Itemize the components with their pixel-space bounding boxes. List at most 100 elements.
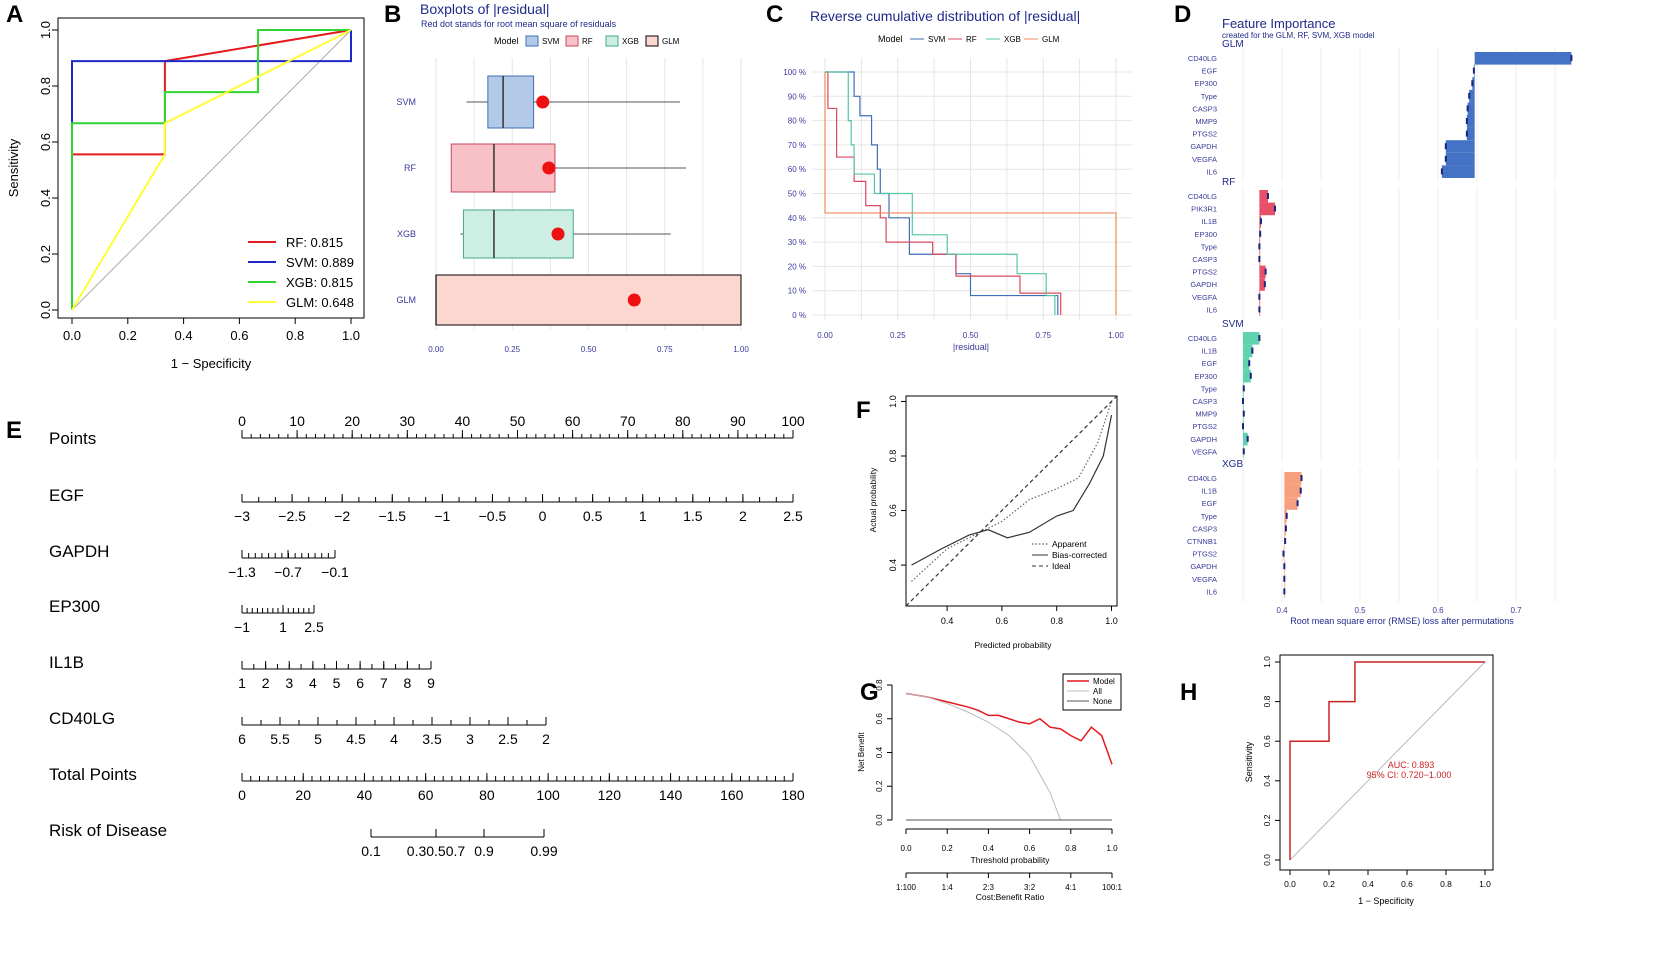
nomogram-tick-label: 9 — [427, 675, 435, 691]
legend-label: None — [1093, 697, 1113, 706]
nomogram-row-label: Risk of Disease — [49, 821, 167, 840]
nomogram-tick-label: 40 — [357, 787, 373, 803]
importance-bar-svm — [1243, 344, 1253, 358]
y-tick-label: 0.4 — [888, 559, 898, 572]
y-tick-label: 1.0 — [888, 395, 898, 408]
y-tick-label: 60 % — [788, 165, 806, 174]
panel-a-roc-chart: 0.0 0.0 0.2 0.2 0.4 0.4 0.6 0.6 0.8 0.8 1.0 1.0 1 − … — [6, 17, 365, 371]
nomogram-tick-label: −1.5 — [378, 508, 406, 524]
feature-label: VEGFA — [1192, 447, 1217, 456]
feature-label: GAPDH — [1190, 562, 1217, 571]
panel-letter-g: G — [860, 679, 879, 706]
feature-label: MMP9 — [1195, 117, 1217, 126]
nomogram-tick-label: 3 — [466, 731, 474, 747]
importance-subtitle: created for the GLM, RF, SVM, XGB model — [1222, 31, 1375, 40]
legend-label-xgb: XGB — [622, 37, 639, 46]
x2-tick-label: 3:2 — [1024, 883, 1036, 892]
importance-title: Feature Importance — [1222, 16, 1335, 31]
y-tick-label: 40 % — [788, 214, 806, 223]
box-label-svm: SVM — [396, 97, 416, 107]
auc-annotation: AUC: 0.893 — [1388, 760, 1435, 770]
panel-letter-a: A — [6, 1, 23, 28]
nomogram-tick-label: 8 — [403, 675, 411, 691]
importance-bar-xgb — [1284, 497, 1298, 510]
nomogram-tick-label: 120 — [598, 787, 622, 803]
y-tick-label: 100 % — [783, 68, 806, 77]
nomogram-tick-label: 2.5 — [498, 731, 518, 747]
y-tick-label: 0.2 — [875, 780, 884, 792]
legend-label-rf: RF — [582, 37, 593, 46]
x-tick-label: 0.0 — [63, 328, 81, 343]
feature-label: EP300 — [1194, 372, 1217, 381]
roc-line-glm — [71, 29, 352, 311]
y-tick-label: 0.4 — [38, 189, 53, 207]
panel-letter-f: F — [856, 397, 871, 424]
nomogram-tick-label: 3.5 — [422, 731, 442, 747]
box-glm — [435, 274, 742, 326]
y-tick-label: 70 % — [788, 141, 806, 150]
x-tick-label: 0.2 — [119, 328, 137, 343]
y-tick-label: 10 % — [788, 287, 806, 296]
feature-label: IL1B — [1202, 217, 1217, 226]
legend-label-glm: GLM — [1042, 35, 1060, 44]
x-tick-label: 0.50 — [581, 345, 597, 354]
nomogram-tick-label: 3 — [285, 675, 293, 691]
x-axis-label: 1 − Specificity — [1358, 896, 1414, 906]
x-axis-label: Root mean square error (RMSE) loss after… — [1290, 616, 1514, 626]
x2-tick-label: 2:3 — [983, 883, 995, 892]
x-tick-label: 0.8 — [1050, 616, 1063, 626]
rms-dot-rf — [542, 161, 556, 175]
y-tick-label: 0.0 — [1262, 854, 1272, 866]
legend-swatch-xgb — [605, 35, 619, 47]
legend-title: Model — [878, 34, 903, 44]
nomogram-tick-label: 20 — [295, 787, 311, 803]
nomogram-tick-label: 80 — [675, 413, 691, 429]
boxplot-title: Boxplots of |residual| — [420, 1, 549, 17]
nomogram-tick-label: 2 — [262, 675, 270, 691]
x-tick-label: 0.75 — [1035, 331, 1051, 340]
nomogram-tick-label: 80 — [479, 787, 495, 803]
y-tick-label: 80 % — [788, 117, 806, 126]
nomogram-tick-label: 4.5 — [346, 731, 366, 747]
x-tick-label: 0.6 — [996, 616, 1009, 626]
nomogram-tick-label: 90 — [730, 413, 746, 429]
calibration-line-ideal — [905, 395, 1118, 607]
importance-bar-svm — [1243, 357, 1250, 370]
feature-label: PIK3R1 — [1191, 205, 1217, 214]
facet-background — [1218, 328, 1568, 462]
nomogram-tick-label: 5.5 — [270, 731, 290, 747]
nomogram-tick-label: 160 — [720, 787, 744, 803]
x-tick-label: 0.25 — [890, 331, 906, 340]
nomogram-tick-label: 0 — [238, 413, 246, 429]
nomogram-row-label: IL1B — [49, 653, 84, 672]
feature-label: IL1B — [1202, 487, 1217, 496]
x2-tick-label: 1:4 — [942, 883, 954, 892]
boxplot-subtitle: Red dot stands for root mean square of r… — [421, 19, 617, 29]
nomogram-tick-label: 0.30.50.7 — [407, 843, 466, 859]
x-axis-label: 1 − Specificity — [171, 356, 252, 371]
feature-label: VEGFA — [1192, 155, 1217, 164]
plot-frame — [57, 17, 365, 319]
y-tick-label: 0.0 — [875, 814, 884, 826]
x-tick-label: 0.2 — [1323, 879, 1335, 889]
legend-label-glm: GLM: 0.648 — [286, 295, 354, 310]
x-tick-label: 0.4 — [983, 844, 995, 853]
nomogram-tick-label: 1.5 — [683, 508, 703, 524]
x-axis-label: |residual| — [953, 342, 989, 352]
x-axis-label: Threshold probability — [971, 855, 1051, 865]
importance-bar-svm — [1243, 369, 1251, 383]
legend-swatch-glm — [645, 35, 659, 47]
feature-label: CD40LG — [1188, 474, 1217, 483]
y-tick-label: 1.0 — [1262, 656, 1272, 668]
importance-bar-glm — [1467, 102, 1475, 115]
box-label-glm: GLM — [396, 295, 416, 305]
nomogram-tick-label: 2.5 — [783, 508, 803, 524]
nomogram-tick-label: 0 — [539, 508, 547, 524]
x-tick-label: 1.0 — [1106, 844, 1118, 853]
feature-label: CD40LG — [1188, 54, 1217, 63]
nomogram-tick-label: 1 — [279, 619, 287, 635]
feature-label: IL6 — [1207, 587, 1217, 596]
legend-label: All — [1093, 687, 1102, 696]
